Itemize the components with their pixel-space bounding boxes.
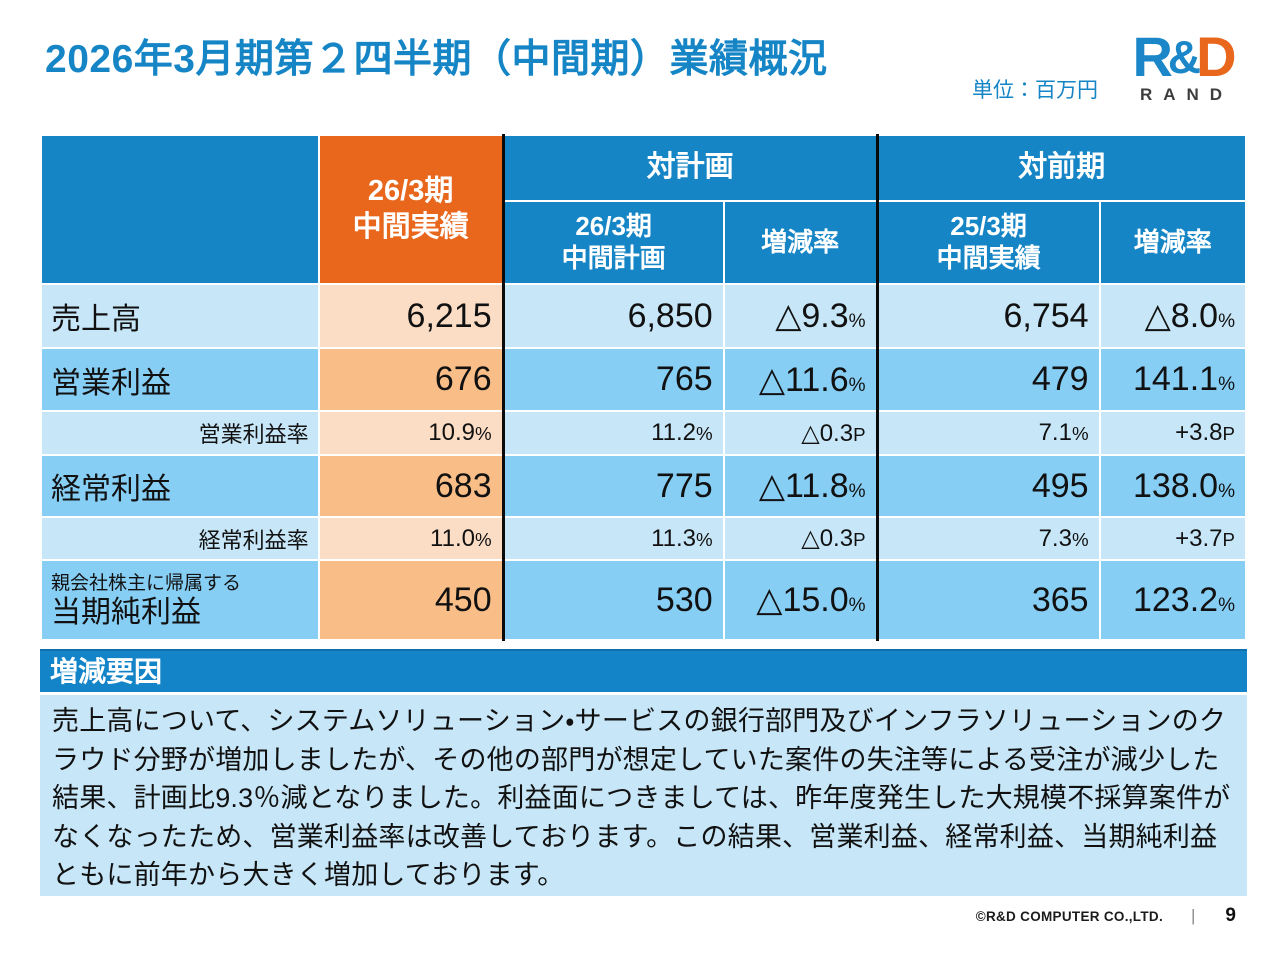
column-header-prev: 25/3期 中間実績 <box>876 200 1101 285</box>
cell-plan: 11.3% <box>502 516 725 561</box>
factors-body-text: 売上高について、システムソリューション・サービスの銀行部門及びインフラソリューシ… <box>40 695 1247 896</box>
cell-prev: 365 <box>876 559 1101 641</box>
logo-wordmark: RAND <box>1139 85 1234 105</box>
column-header-actual: 26/3期 中間実績 <box>317 134 505 285</box>
cell-prev: 479 <box>876 347 1101 412</box>
logo-mark: R&D <box>1132 29 1236 85</box>
table-row-sales: 売上高 6,215 6,850 △9.3% 6,754 △8.0% <box>40 283 1248 349</box>
factors-section: 増減要因 売上高について、システムソリューション・サービスの銀行部門及びインフラ… <box>40 649 1247 896</box>
unit-label: 単位：百万円 <box>972 79 1098 102</box>
column-group-vs-prev: 対前期 <box>876 134 1247 202</box>
label-main: 当期純利益 <box>51 596 201 630</box>
cell-prev-change: △8.0% <box>1098 283 1248 349</box>
cell-label: 親会社株主に帰属する 当期純利益 <box>40 559 320 641</box>
cell-prev-change: 123.2% <box>1098 559 1248 641</box>
cell-prev: 7.3% <box>876 516 1101 561</box>
cell-label: 営業利益 <box>40 347 320 412</box>
column-header-plan: 26/3期 中間計画 <box>502 200 725 285</box>
cell-plan-change: △15.0% <box>722 559 879 641</box>
cell-plan: 765 <box>502 347 725 412</box>
page-title: 2026年3月期第２四半期（中間期）業績概況 <box>45 38 828 81</box>
label-note: 親会社株主に帰属する <box>51 572 242 594</box>
cell-label: 経常利益率 <box>40 516 320 561</box>
table-row-ordinary-income: 経常利益 683 775 △11.8% 495 138.0% <box>40 454 1248 518</box>
table-row-operating-margin: 営業利益率 10.9% 11.2% △0.3P 7.1% +3.8P <box>40 410 1248 456</box>
table-row-ordinary-margin: 経常利益率 11.0% 11.3% △0.3P 7.3% +3.7P <box>40 516 1248 561</box>
cell-prev: 495 <box>876 454 1101 518</box>
cell-prev-change: +3.8P <box>1098 410 1248 456</box>
cell-prev-change: 141.1% <box>1098 347 1248 412</box>
logo-letter-r: R <box>1132 25 1173 88</box>
cell-plan-change: △0.3P <box>722 410 879 456</box>
cell-prev-change: +3.7P <box>1098 516 1248 561</box>
cell-actual: 676 <box>317 347 505 412</box>
cell-plan: 6,850 <box>502 283 725 349</box>
factors-heading: 増減要因 <box>40 649 1247 692</box>
cell-prev: 7.1% <box>876 410 1101 456</box>
logo-letter-d: D <box>1196 25 1237 88</box>
cell-prev: 6,754 <box>876 283 1101 349</box>
cell-actual: 11.0% <box>317 516 505 561</box>
slide-header: 2026年3月期第２四半期（中間期）業績概況 単位：百万円 R&D RAND <box>0 0 1280 106</box>
corner-header <box>40 134 320 285</box>
company-logo: R&D RAND <box>1112 29 1252 105</box>
slide-footer: ©R&D COMPUTER CO.,LTD. | 9 <box>0 905 1236 927</box>
cell-plan-change: △11.8% <box>722 454 879 518</box>
column-header-prev-rate: 増減率 <box>1098 200 1248 285</box>
table-header-group-row: 26/3期 中間実績 対計画 対前期 <box>40 134 1247 285</box>
cell-label: 売上高 <box>40 283 320 349</box>
table-row-net-income: 親会社株主に帰属する 当期純利益 450 530 △15.0% 365 123.… <box>40 559 1248 641</box>
cell-actual: 6,215 <box>317 283 505 349</box>
column-header-plan-rate: 増減率 <box>722 200 879 285</box>
cell-actual: 450 <box>317 559 505 641</box>
table-header-sub-row: 26/3期 中間計画 増減率 25/3期 中間実績 増減率 <box>41 200 1248 285</box>
cell-plan-change: △11.6% <box>722 347 879 412</box>
copyright-text: ©R&D COMPUTER CO.,LTD. <box>975 908 1163 924</box>
table-row-operating-income: 営業利益 676 765 △11.6% 479 141.1% <box>40 347 1248 412</box>
cell-plan: 11.2% <box>502 410 725 456</box>
footer-separator: | <box>1191 906 1196 925</box>
cell-label: 営業利益率 <box>40 410 320 456</box>
cell-plan: 530 <box>502 559 725 641</box>
results-table: 26/3期 中間実績 対計画 対前期 26/3期 中間計画 増減率 25/3期 … <box>40 134 1248 641</box>
logo-ampersand: & <box>1167 31 1201 83</box>
cell-actual: 10.9% <box>317 410 505 456</box>
cell-plan-change: △9.3% <box>722 283 879 349</box>
cell-label: 経常利益 <box>40 454 320 518</box>
page-number: 9 <box>1225 905 1236 926</box>
cell-plan-change: △0.3P <box>722 516 879 561</box>
cell-plan: 775 <box>502 454 725 518</box>
column-group-vs-plan: 対計画 <box>502 134 879 202</box>
cell-actual: 683 <box>317 454 505 518</box>
cell-prev-change: 138.0% <box>1098 454 1248 518</box>
